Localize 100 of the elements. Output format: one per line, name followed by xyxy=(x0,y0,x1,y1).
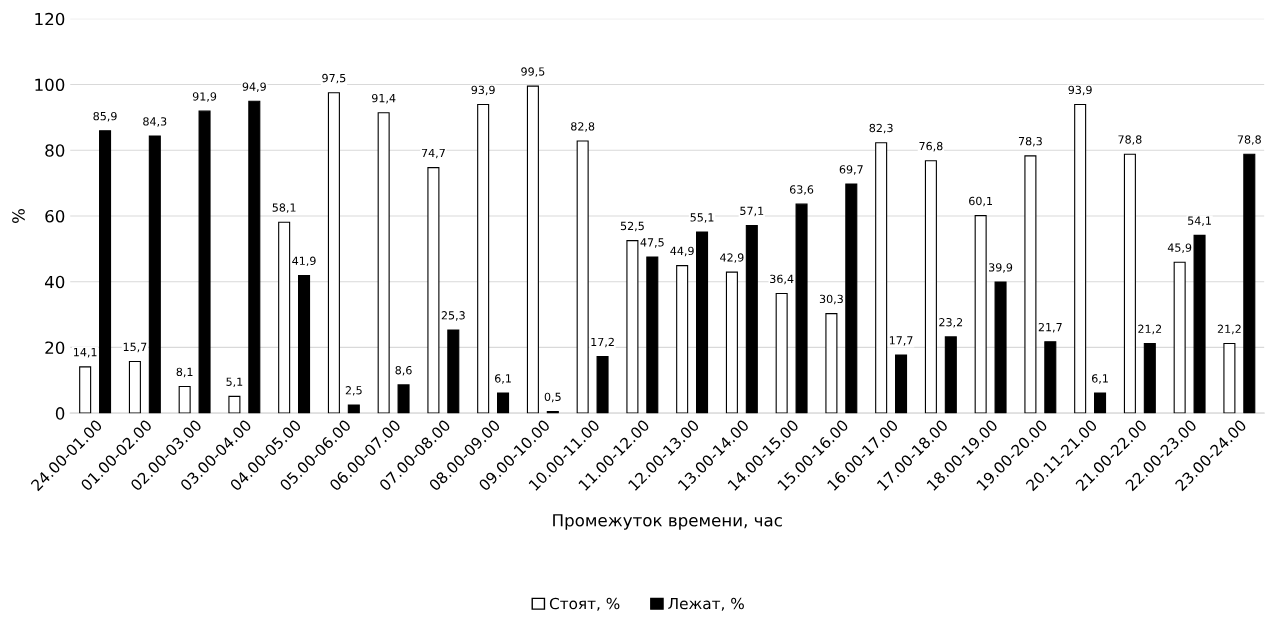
data-label: 74,7 xyxy=(421,148,445,159)
bar xyxy=(845,183,858,414)
data-label: 23,2 xyxy=(939,318,963,328)
data-label: 82,3 xyxy=(869,123,893,134)
data-label: 91,4 xyxy=(371,93,396,104)
data-label: 21,2 xyxy=(1138,324,1162,335)
data-label: 55,1 xyxy=(690,213,714,223)
bar xyxy=(745,224,758,414)
bar xyxy=(1044,341,1057,414)
y-tick-label: 120 xyxy=(35,12,65,26)
bar xyxy=(427,167,440,414)
data-label: 97,5 xyxy=(322,73,346,84)
data-label: 57,1 xyxy=(740,206,764,217)
y-axis-title: % xyxy=(12,208,25,223)
data-label: 44,9 xyxy=(670,246,694,257)
data-label: 17,2 xyxy=(591,337,614,348)
bar xyxy=(248,100,261,414)
data-label: 54,1 xyxy=(1188,216,1211,227)
data-label: 69,7 xyxy=(839,165,863,175)
data-label: 91,9 xyxy=(192,92,217,102)
y-tick-label: 80 xyxy=(45,144,65,157)
x-axis-title: Промежуток времени, час xyxy=(553,514,782,530)
y-tick-label: 40 xyxy=(44,275,65,289)
data-label: 63,6 xyxy=(789,185,814,195)
data-label: 2,5 xyxy=(345,386,362,396)
data-label: 6,1 xyxy=(1092,374,1108,384)
bar xyxy=(178,385,191,414)
bar xyxy=(725,271,738,414)
bar xyxy=(477,104,490,414)
bar xyxy=(596,356,609,414)
y-tick-label: 60 xyxy=(45,209,65,223)
data-label: 25,3 xyxy=(441,311,465,321)
bar xyxy=(198,110,211,414)
data-label: 17,7 xyxy=(889,336,913,346)
bar xyxy=(1173,261,1186,414)
bar xyxy=(79,366,92,414)
data-label: 78,8 xyxy=(1237,135,1261,145)
data-label: 94,9 xyxy=(242,82,266,92)
data-label: 93,9 xyxy=(471,85,495,96)
data-label: 78,3 xyxy=(1018,136,1042,147)
data-label: 5,1 xyxy=(226,377,243,388)
bar xyxy=(298,274,311,414)
data-label: 47,5 xyxy=(640,238,664,248)
bar xyxy=(626,240,639,414)
bar xyxy=(128,361,141,414)
bar xyxy=(278,221,291,414)
data-label: 82,8 xyxy=(571,122,595,132)
data-label: 14,1 xyxy=(74,348,97,358)
bar xyxy=(327,92,340,414)
data-label: 41,9 xyxy=(292,256,316,267)
data-label: 52,5 xyxy=(620,221,644,232)
bar xyxy=(974,215,987,414)
data-label: 93,9 xyxy=(1068,85,1092,96)
bar xyxy=(1094,392,1107,414)
bar xyxy=(646,256,659,414)
data-label: 30,3 xyxy=(819,294,843,305)
bar xyxy=(944,336,957,414)
bar xyxy=(895,354,908,414)
bar xyxy=(1223,342,1236,414)
bar xyxy=(924,160,937,414)
data-label: 21,2 xyxy=(1217,324,1241,335)
bar xyxy=(148,135,161,414)
legend-label: Лежат, % xyxy=(668,597,744,611)
data-label: 15,7 xyxy=(123,342,147,353)
bar xyxy=(99,130,112,414)
y-tick-label: 0 xyxy=(55,407,65,420)
bar xyxy=(795,203,808,414)
bar xyxy=(775,292,788,414)
data-label: 78,8 xyxy=(1118,135,1142,145)
bar xyxy=(825,313,838,414)
data-label: 36,4 xyxy=(770,274,794,285)
bar xyxy=(526,85,539,414)
y-tick-label: 100 xyxy=(35,78,65,92)
data-label: 8,1 xyxy=(176,367,193,378)
data-label: 42,9 xyxy=(720,253,744,263)
legend-label: Стоят, % xyxy=(549,597,620,611)
bar xyxy=(676,265,689,414)
data-label: 39,9 xyxy=(989,263,1013,273)
bar xyxy=(1243,153,1256,414)
data-label: 45,9 xyxy=(1167,243,1192,253)
data-label: 8,6 xyxy=(395,366,412,376)
bar xyxy=(377,112,390,414)
bar xyxy=(1123,153,1136,414)
data-label: 99,5 xyxy=(521,67,545,77)
bar xyxy=(347,404,360,414)
data-label: 60,1 xyxy=(969,196,992,207)
data-label: 21,7 xyxy=(1038,322,1062,333)
data-label: 84,3 xyxy=(143,117,167,127)
data-label: 85,9 xyxy=(93,111,117,122)
data-label: 6,1 xyxy=(495,374,511,384)
data-label: 76,8 xyxy=(919,141,943,152)
data-label: 58,1 xyxy=(272,203,296,213)
bar xyxy=(397,384,410,414)
bar xyxy=(1143,342,1156,414)
bar xyxy=(1024,155,1037,414)
bar xyxy=(696,231,709,414)
bar xyxy=(447,329,460,414)
bar xyxy=(1193,234,1206,414)
data-label: 0,5 xyxy=(544,392,561,403)
y-tick-label: 20 xyxy=(45,341,65,354)
